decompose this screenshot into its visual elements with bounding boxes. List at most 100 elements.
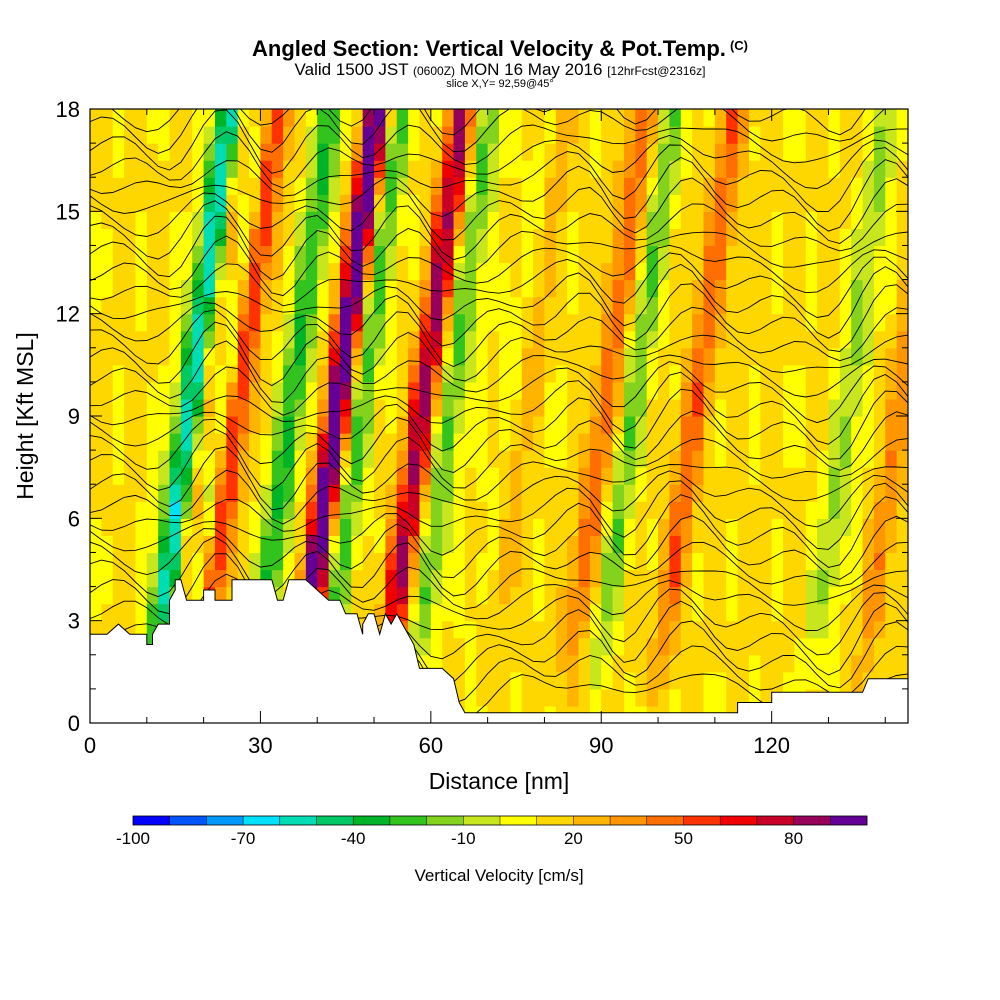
field-cell [101, 381, 114, 400]
field-cell [112, 484, 125, 502]
field-cell [646, 109, 659, 127]
field-cell [464, 228, 477, 247]
field-cell [260, 347, 273, 366]
field-cell [737, 620, 750, 639]
field-cell [612, 398, 625, 417]
field-cell [544, 211, 557, 229]
field-cell [533, 381, 546, 400]
field-cell [271, 160, 284, 178]
field-cell [828, 211, 841, 229]
field-cell [828, 279, 841, 298]
field-cell [499, 603, 511, 622]
field-cell [169, 211, 182, 229]
field-cell [612, 484, 625, 502]
field-cell [362, 501, 375, 519]
field-cell [794, 603, 807, 622]
field-cell [794, 467, 807, 485]
field-cell [476, 416, 489, 434]
field-cell [112, 501, 125, 519]
field-cell [828, 143, 841, 161]
field-cell [339, 467, 352, 485]
field-cell [669, 654, 682, 673]
field-cell [896, 381, 908, 400]
field-cell [567, 501, 580, 519]
field-cell [283, 484, 296, 502]
field-cell [748, 143, 761, 161]
field-cell [646, 160, 659, 178]
field-cell [476, 552, 489, 571]
field-cell [623, 296, 636, 315]
field-cell [214, 450, 227, 468]
field-cell [237, 381, 250, 400]
field-cell [567, 586, 580, 605]
field-cell [703, 688, 716, 707]
field-cell [396, 279, 409, 298]
field-cell [589, 364, 602, 383]
field-cell [396, 416, 409, 434]
field-cell [873, 143, 886, 161]
field-cell [158, 347, 171, 366]
field-cell [283, 109, 296, 127]
field-cell [283, 143, 296, 161]
field-cell [362, 194, 375, 212]
field-cell [703, 603, 716, 622]
field-cell [760, 671, 773, 690]
field-cell [317, 450, 330, 468]
field-cell [771, 450, 784, 468]
field-cell [419, 501, 432, 519]
field-cell [510, 586, 523, 605]
field-cell [294, 398, 307, 417]
field-cell [305, 552, 318, 571]
field-cell [794, 364, 807, 383]
field-cell [476, 381, 489, 400]
field-cell [124, 398, 137, 417]
field-cell [146, 211, 159, 229]
field-cell [783, 228, 795, 247]
field-cell [169, 398, 182, 417]
field-cell [612, 620, 625, 639]
field-cell [226, 296, 239, 315]
field-cell [873, 620, 886, 639]
colorbar-tick-label: 50 [674, 829, 693, 848]
field-cell [635, 450, 648, 468]
field-cell [260, 364, 273, 383]
field-cell [703, 194, 716, 212]
field-cell [169, 160, 182, 178]
field-cell [214, 109, 227, 127]
field-cell [351, 364, 364, 383]
field-cell [430, 535, 443, 554]
field-cell [339, 603, 352, 622]
field-cell [385, 347, 398, 366]
field-cell [680, 484, 693, 502]
field-cell [442, 603, 455, 622]
field-cell [453, 347, 466, 366]
field-cell [703, 552, 716, 571]
field-cell [646, 416, 659, 434]
field-cell [305, 330, 318, 349]
field-cell [351, 177, 364, 195]
field-cell [623, 671, 636, 690]
field-cell [692, 671, 705, 690]
field-cell [464, 177, 477, 195]
field-cell [544, 433, 557, 451]
field-cell [214, 416, 227, 434]
field-cell [805, 330, 818, 349]
field-cell [124, 450, 137, 468]
field-cell [476, 364, 489, 383]
field-cell [589, 603, 602, 622]
field-cell [305, 296, 318, 315]
field-cell [646, 398, 659, 417]
field-cell [862, 620, 875, 639]
field-cell [885, 603, 898, 622]
field-cell [771, 398, 784, 417]
field-cell [726, 211, 739, 229]
field-cell [419, 228, 432, 247]
field-cell [101, 126, 114, 144]
field-cell [737, 313, 750, 332]
field-cell [124, 416, 137, 434]
field-cell [885, 262, 898, 281]
field-cell [578, 126, 591, 144]
field-cell [817, 313, 830, 332]
field-cell [533, 245, 546, 264]
field-cell [453, 194, 466, 212]
